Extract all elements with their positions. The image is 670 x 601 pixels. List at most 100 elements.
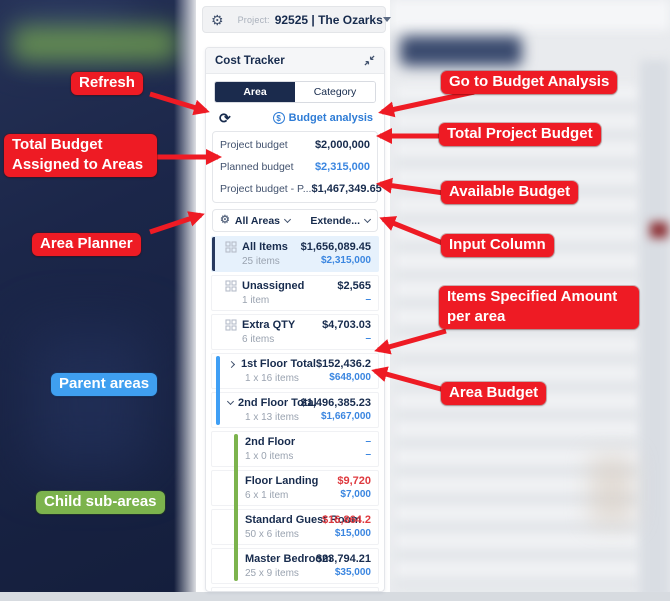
area-list: All Items 25 items $1,656,089.45 $2,315,…	[211, 236, 379, 591]
row-item-count: 6 x 1 item	[245, 490, 289, 501]
row-amount: $16,864.2	[322, 514, 371, 526]
area-row-extra-qty[interactable]: Extra QTY 6 items $4,703.03 –	[211, 314, 379, 350]
settings-gear-icon[interactable]: ⚙	[211, 11, 224, 28]
annotation-child-sub-areas: Child sub-areas	[36, 491, 165, 514]
area-row-unassigned[interactable]: Unassigned 1 item $2,565 –	[211, 275, 379, 311]
available-budget-label: Project budget - P...	[220, 183, 312, 195]
area-row-master-bedroom[interactable]: Master Bedroom 25 x 9 items $23,794.21 $…	[211, 548, 379, 584]
annotation-refresh: Refresh	[71, 72, 143, 95]
row-name: 2nd Floor Total	[238, 397, 317, 409]
budget-summary-box: Project budget $2,000,000 Planned budget…	[212, 131, 382, 203]
row-budget: –	[365, 294, 371, 305]
blur-button	[400, 36, 522, 66]
blur-blob	[590, 455, 634, 525]
list-tail	[211, 587, 379, 591]
blur-fade	[174, 0, 196, 601]
row-item-count: 25 x 9 items	[245, 568, 299, 579]
row-budget: $648,000	[329, 372, 371, 383]
row-name: Master Bedroom	[245, 553, 332, 565]
chevron-down-icon	[283, 215, 292, 223]
row-item-count: 1 x 13 items	[245, 412, 299, 423]
row-budget: $2,315,000	[320, 255, 371, 266]
tab-category[interactable]: Category	[295, 82, 375, 102]
tab-area[interactable]: Area	[215, 82, 295, 102]
planned-budget-row: Planned budget $2,315,000	[220, 156, 370, 178]
chevron-down-icon[interactable]	[226, 397, 235, 406]
row-amount: $23,794.21	[315, 553, 371, 565]
planned-budget-label: Planned budget	[220, 161, 294, 173]
view-tabs: Area Category	[214, 81, 376, 103]
row-name: 2nd Floor	[245, 436, 296, 448]
row-budget: $7,000	[340, 489, 371, 500]
annotation-total-budget-assigned: Total Budget Assigned to Areas	[4, 134, 157, 177]
row-budget: –	[365, 449, 371, 460]
row-amount: $4,703.03	[322, 319, 371, 331]
child-areas-group: 2nd Floor 1 x 0 items – – Floor Landing …	[211, 431, 379, 587]
available-budget-row: Project budget - P... $1,467,349.65	[220, 178, 382, 200]
row-amount: $1,656,089.45	[300, 241, 371, 253]
row-item-count: 1 x 16 items	[245, 373, 299, 384]
annotation-go-to-budget-analysis: Go to Budget Analysis	[441, 71, 618, 94]
panel-title: Cost Tracker	[215, 54, 285, 67]
row-item-count: 1 x 0 items	[245, 451, 294, 462]
row-amount: –	[365, 436, 371, 447]
row-name: 1st Floor Total	[240, 358, 316, 370]
panel-body: Area Category ⟳ $ Budget analysis Projec…	[206, 74, 384, 591]
planned-budget-value: $2,315,000	[314, 161, 370, 173]
row-item-count: 50 x 6 items	[245, 529, 299, 540]
bottom-strip	[0, 592, 670, 601]
row-name: All Items	[242, 241, 288, 253]
grid-icon	[225, 241, 237, 253]
project-budget-value: $2,000,000	[314, 139, 370, 151]
area-row-2nd-floor-total[interactable]: 2nd Floor Total 1 x 13 items $1,496,385.…	[211, 392, 379, 428]
annotation-area-budget: Area Budget	[441, 382, 547, 405]
dollar-circle-icon: $	[272, 112, 285, 124]
collapse-icon[interactable]	[364, 55, 375, 66]
row-item-count: 6 items	[242, 334, 275, 345]
project-budget-label: Project budget	[220, 139, 288, 151]
annotation-parent-areas: Parent areas	[51, 373, 158, 396]
column-filter-dropdown[interactable]: Extende...	[310, 215, 372, 227]
list-filter-bar: ⚙ All Areas Extende...	[212, 209, 378, 232]
row-amount: $1,496,385.23	[300, 397, 371, 409]
available-budget-value: $1,467,349.65	[311, 183, 382, 195]
panel-toolbar: ⟳ $ Budget analysis	[211, 103, 379, 131]
row-name: Standard Guest Room	[245, 514, 362, 526]
area-filter-value: All Areas	[234, 214, 281, 227]
area-row-floor-landing[interactable]: Floor Landing 6 x 1 item $9,720 $7,000	[211, 470, 379, 506]
blur-blob	[650, 222, 668, 238]
row-budget: $1,667,000	[320, 411, 371, 422]
area-row-all-items[interactable]: All Items 25 items $1,656,089.45 $2,315,…	[211, 236, 379, 272]
annotation-available-budget: Available Budget	[441, 181, 579, 204]
blur-green-bar	[12, 26, 178, 62]
blur-blob	[30, 330, 150, 470]
chevron-down-icon	[363, 215, 372, 223]
area-row-2nd-floor[interactable]: 2nd Floor 1 x 0 items – –	[211, 431, 379, 467]
row-name: Extra QTY	[242, 319, 296, 331]
blur-column	[640, 60, 670, 601]
project-topbar: ⚙ Project: 92525 | The Ozarks	[202, 6, 391, 33]
row-budget: $35,000	[334, 567, 371, 578]
row-item-count: 25 items	[242, 256, 280, 267]
budget-analysis-link[interactable]: $ Budget analysis	[272, 112, 373, 124]
chevron-right-icon[interactable]	[228, 360, 236, 368]
chevron-down-icon[interactable]	[382, 17, 391, 22]
row-amount: $2,565	[337, 280, 371, 292]
blur-band	[390, 0, 670, 30]
row-amount: $152,436.2	[315, 358, 371, 370]
project-selector[interactable]: 92525 | The Ozarks	[274, 12, 383, 27]
annotation-total-project-budget: Total Project Budget	[439, 123, 601, 146]
area-row-standard-guest-room[interactable]: Standard Guest Room 50 x 6 items $16,864…	[211, 509, 379, 545]
grid-icon	[225, 319, 237, 331]
budget-analysis-label: Budget analysis	[288, 112, 373, 124]
row-name: Unassigned	[242, 280, 305, 292]
area-filter-dropdown[interactable]: ⚙ All Areas	[220, 214, 292, 227]
project-budget-row: Project budget $2,000,000	[220, 134, 370, 156]
refresh-icon[interactable]: ⟳	[219, 110, 231, 126]
area-row-1st-floor-total[interactable]: 1st Floor Total 1 x 16 items $152,436.2 …	[211, 353, 379, 389]
grid-icon	[225, 280, 237, 292]
annotation-area-planner: Area Planner	[32, 233, 141, 256]
annotation-items-specified-amount: Items Specified Amount per area	[439, 286, 639, 329]
panel-header: Cost Tracker	[206, 48, 384, 74]
row-item-count: 1 item	[242, 295, 270, 306]
